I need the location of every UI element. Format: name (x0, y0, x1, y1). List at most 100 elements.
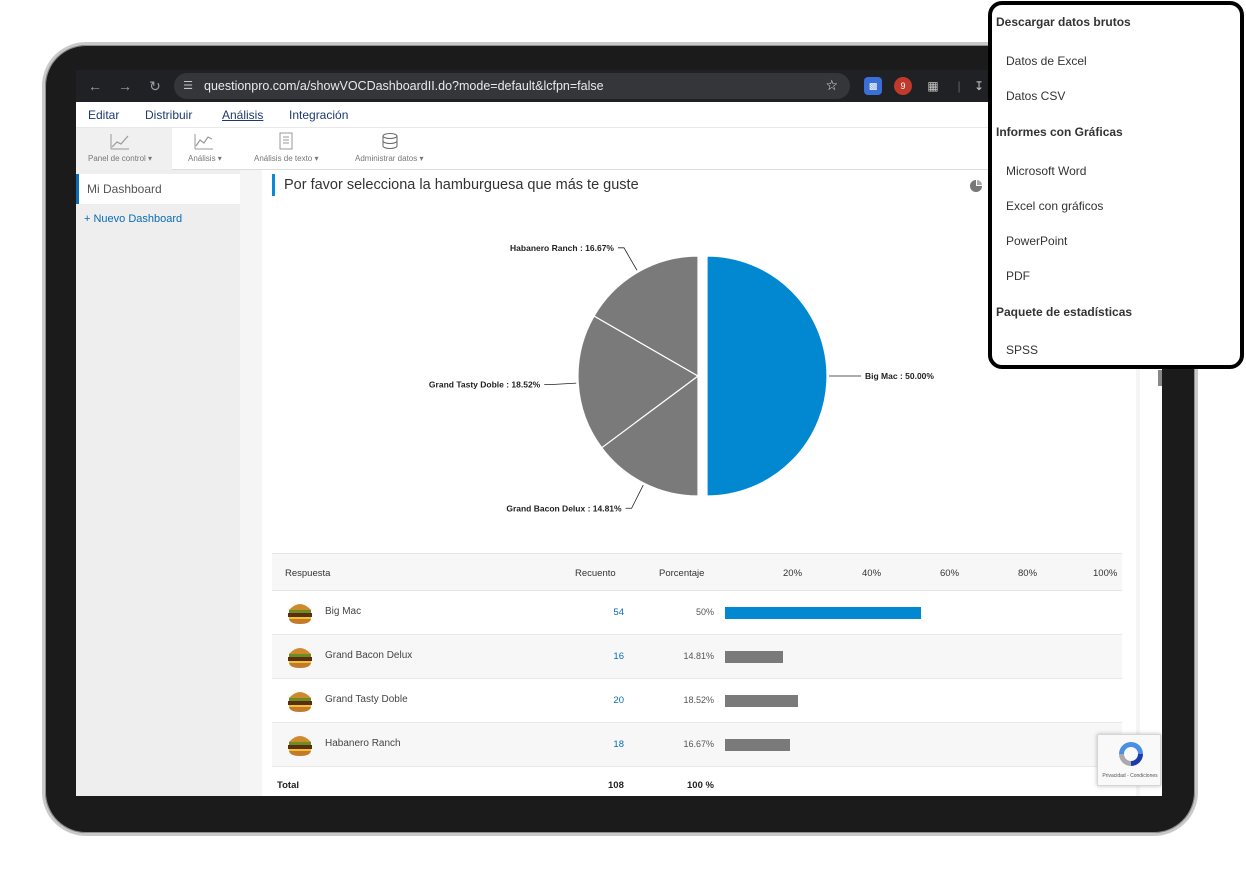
analysis-toolbar: Panel de control ▾ Análisis ▾ Análisis d… (76, 128, 1162, 170)
translate-extension-icon[interactable]: ▩ (864, 77, 882, 95)
tool-label: Panel de control (88, 154, 146, 163)
row-count[interactable]: 16 (613, 651, 624, 662)
tool-analisis[interactable]: Análisis ▾ (178, 128, 238, 170)
bookmark-star-icon[interactable]: ☆ (825, 77, 838, 93)
row-percent: 16.67% (683, 739, 714, 749)
row-bar (725, 651, 784, 663)
row-percent: 18.52% (683, 695, 714, 705)
pie-label-big-mac: Big Mac : 50.00% (865, 371, 934, 381)
pie-label-habanero-ranch: Habanero Ranch : 16.67% (510, 243, 614, 253)
sidebar-item-mi-dashboard[interactable]: Mi Dashboard (76, 174, 240, 204)
heading-paquete-estadisticas: Paquete de estadísticas (996, 305, 1133, 319)
pie-slice-grand-tasty-doble[interactable] (577, 315, 700, 449)
recaptcha-logo-icon (1119, 742, 1143, 766)
reload-icon[interactable]: ↻ (149, 78, 161, 94)
extensions-puzzle-icon[interactable]: ▦ (927, 79, 939, 93)
header-tick-80: 80% (1018, 568, 1038, 579)
heading-informes-graficas: Informes con Gráficas (996, 125, 1123, 139)
menu-item-pdf[interactable]: PDF (1006, 269, 1030, 283)
burger-image-icon (288, 692, 312, 712)
row-name: Grand Tasty Doble (325, 694, 408, 705)
menu-item-excel-graficos[interactable]: Excel con gráficos (1006, 199, 1104, 213)
header-tick-20: 20% (783, 568, 803, 579)
pie-chart: Big Mac : 50.00% Grand Bacon Delux : 14.8… (429, 243, 934, 513)
header-tick-40: 40% (862, 568, 882, 579)
results-table: Respuesta Recuento Porcentaje 20% 40% 60… (272, 553, 1122, 796)
row-count[interactable]: 18 (613, 739, 624, 750)
table-row: Big Mac 54 50% (272, 591, 1122, 635)
text-document-icon (279, 132, 293, 150)
total-label: Total (277, 780, 299, 791)
tool-label: Administrar datos (355, 154, 418, 163)
site-settings-icon[interactable]: ☰ (183, 80, 193, 92)
pie-leader-line (625, 484, 644, 509)
pie-label-grand-bacon-delux: Grand Bacon Delux : 14.81% (506, 503, 622, 513)
table-header: Respuesta Recuento Porcentaje 20% 40% 60… (272, 553, 1122, 591)
download-dropdown-menu: Descargar datos brutos Datos de Excel Da… (988, 1, 1244, 369)
database-icon (382, 133, 398, 149)
row-bar (725, 695, 798, 707)
pie-slice-habanero-ranch[interactable] (593, 255, 699, 378)
forward-icon[interactable]: → (118, 78, 132, 94)
browser-toolbar: ← → ↻ ☰ questionpro.com/a/showVOCDashboa… (76, 70, 1162, 102)
menu-distribuir[interactable]: Distribuir (145, 108, 193, 122)
row-count[interactable]: 54 (613, 607, 624, 618)
tool-analisis-de-texto[interactable]: Análisis de texto ▾ (248, 128, 338, 170)
tool-label: Análisis de texto (254, 154, 313, 163)
row-bar (725, 739, 791, 751)
menu-integracion[interactable]: Integración (289, 108, 349, 122)
header-respuesta: Respuesta (285, 568, 331, 579)
chart-type-pie-icon[interactable] (970, 180, 982, 192)
scrollbar-thumb[interactable] (1158, 370, 1162, 386)
menu-item-datos-excel[interactable]: Datos de Excel (1006, 54, 1087, 68)
menu-item-powerpoint[interactable]: PowerPoint (1006, 234, 1068, 248)
tool-panel-de-control[interactable]: Panel de control ▾ (76, 128, 172, 170)
extension-badge-count: 9 (900, 81, 906, 91)
row-name: Big Mac (325, 606, 362, 617)
row-percent: 14.81% (683, 651, 714, 661)
menu-item-spss[interactable]: SPSS (1006, 343, 1039, 357)
tool-administrar-datos[interactable]: Administrar datos ▾ (348, 128, 444, 170)
dashboard-sidebar: Mi Dashboard + Nuevo Dashboard (76, 170, 240, 796)
menu-item-datos-csv[interactable]: Datos CSV (1006, 89, 1066, 103)
heading-descargar-datos-brutos: Descargar datos brutos (996, 15, 1131, 29)
pie-slice-grand-bacon-delux[interactable] (600, 374, 699, 497)
row-bar (725, 607, 921, 619)
recaptcha-badge[interactable]: Privacidad - Condiciones (1097, 734, 1161, 786)
address-bar[interactable]: ☰ questionpro.com/a/showVOCDashboardII.d… (174, 73, 850, 99)
table-total-row: Total 108 100 % (272, 767, 1122, 796)
menu-editar[interactable]: Editar (88, 108, 120, 122)
burger-image-icon (288, 736, 312, 756)
extension-badge-icon[interactable]: 9 (894, 77, 912, 95)
menu-analisis[interactable]: Análisis (222, 108, 264, 122)
header-tick-100: 100% (1093, 568, 1118, 579)
menu-item-microsoft-word[interactable]: Microsoft Word (1006, 164, 1087, 178)
header-recuento: Recuento (575, 568, 616, 579)
total-percent: 100 % (687, 780, 714, 791)
tool-label: Análisis (188, 154, 216, 163)
recaptcha-links[interactable]: Privacidad - Condiciones (1102, 773, 1158, 779)
url-text[interactable]: questionpro.com/a/showVOCDashboardII.do?… (204, 79, 604, 93)
total-count: 108 (608, 780, 624, 791)
header-tick-60: 60% (940, 568, 960, 579)
row-name: Habanero Ranch (325, 738, 401, 749)
pie-label-grand-tasty-doble: Grand Tasty Doble : 18.52% (429, 380, 541, 390)
burger-image-icon (288, 648, 312, 668)
app-menubar: Editar Distribuir Análisis Integración (76, 102, 1162, 128)
toolbar-divider: | (957, 79, 961, 93)
row-count[interactable]: 20 (613, 695, 624, 706)
table-row: Habanero Ranch 18 16.67% (272, 723, 1122, 767)
analysis-chart-icon (194, 134, 213, 150)
header-porcentaje: Porcentaje (659, 568, 705, 579)
row-percent: 50% (695, 607, 714, 617)
pie-slice-big-mac[interactable] (706, 255, 828, 497)
pie-leader-line (617, 247, 638, 271)
pie-leader-line (544, 382, 577, 386)
row-name: Grand Bacon Delux (325, 650, 413, 661)
download-icon[interactable]: ↧ (973, 79, 985, 93)
table-row: Grand Bacon Delux 16 14.81% (272, 635, 1122, 679)
back-icon[interactable]: ← (88, 78, 102, 94)
new-dashboard-link[interactable]: + Nuevo Dashboard (84, 213, 183, 225)
line-chart-icon (110, 134, 129, 150)
